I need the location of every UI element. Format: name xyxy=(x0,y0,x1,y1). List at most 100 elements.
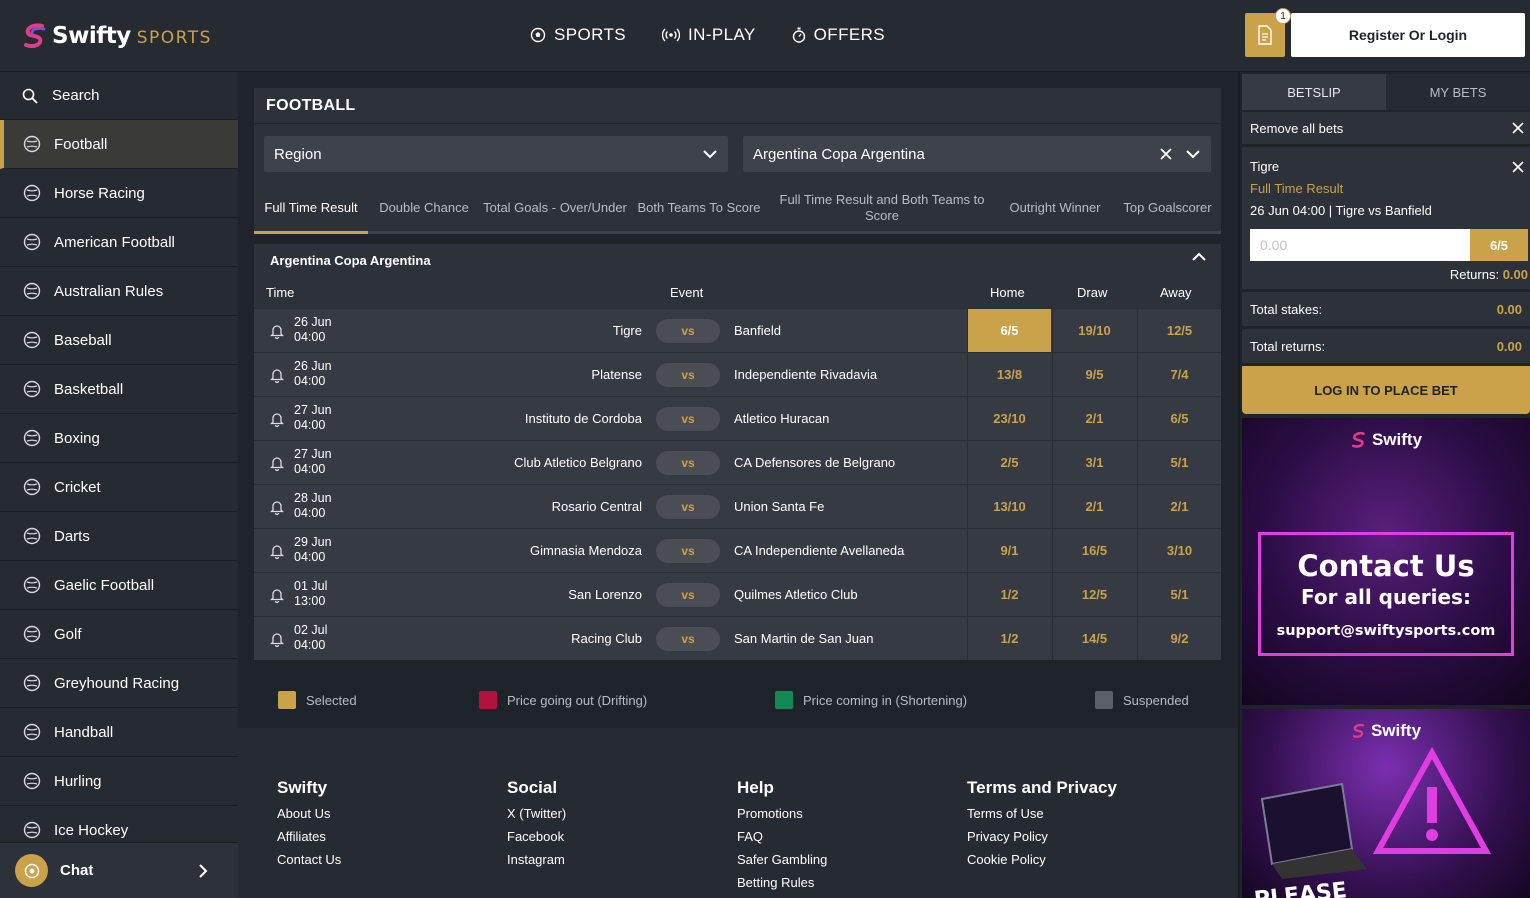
bell-icon[interactable] xyxy=(270,543,284,559)
footer-link[interactable]: Privacy Policy xyxy=(967,829,1048,844)
away-odds-button[interactable]: 6/5 xyxy=(1137,397,1221,440)
sidebar-item-greyhound-racing[interactable]: Greyhound Racing xyxy=(0,659,238,708)
sidebar-item-horse-racing[interactable]: Horse Racing xyxy=(0,169,238,218)
away-odds-button[interactable]: 5/1 xyxy=(1137,441,1221,484)
tab-double-chance[interactable]: Double Chance xyxy=(368,184,480,231)
bell-icon[interactable] xyxy=(270,455,284,471)
tab-total-goals-over-under[interactable]: Total Goals - Over/Under xyxy=(480,184,630,231)
bell-icon[interactable] xyxy=(270,367,284,383)
region-select[interactable]: Region xyxy=(264,136,728,172)
home-odds-button[interactable]: 6/5 xyxy=(967,309,1051,352)
tab-my-bets[interactable]: MY BETS xyxy=(1386,74,1530,110)
away-team[interactable]: Union Santa Fe xyxy=(734,499,825,514)
home-team[interactable]: Tigre xyxy=(612,323,642,338)
register-login-button[interactable]: Register Or Login xyxy=(1291,13,1525,57)
away-odds-button[interactable]: 5/1 xyxy=(1137,573,1221,616)
sidebar-item-hurling[interactable]: Hurling xyxy=(0,757,238,806)
home-odds-button[interactable]: 9/1 xyxy=(967,529,1051,572)
away-team[interactable]: Independiente Rivadavia xyxy=(734,367,878,382)
home-team[interactable]: Gimnasia Mendoza xyxy=(530,543,642,558)
sidebar-item-cricket[interactable]: Cricket xyxy=(0,463,238,512)
nav-offers[interactable]: OFFERS xyxy=(792,25,885,45)
tab-outright-winner[interactable]: Outright Winner xyxy=(996,184,1114,231)
footer-link[interactable]: FAQ xyxy=(737,829,764,844)
draw-odds-button[interactable]: 2/1 xyxy=(1052,485,1136,528)
sidebar-item-football[interactable]: Football xyxy=(0,120,238,169)
bell-icon[interactable] xyxy=(270,587,284,603)
bell-icon[interactable] xyxy=(270,499,284,515)
bell-icon[interactable] xyxy=(270,411,284,427)
home-odds-button[interactable]: 2/5 xyxy=(967,441,1051,484)
home-team[interactable]: San Lorenzo xyxy=(568,587,642,602)
away-team[interactable]: CA Independiente Avellaneda xyxy=(734,543,905,558)
footer-link[interactable]: Affiliates xyxy=(277,829,326,844)
competition-header[interactable]: Argentina Copa Argentina xyxy=(254,244,1221,276)
home-team[interactable]: Racing Club xyxy=(571,631,642,646)
tab-betslip[interactable]: BETSLIP xyxy=(1242,74,1386,110)
draw-odds-button[interactable]: 3/1 xyxy=(1052,441,1136,484)
sidebar-item-basketball[interactable]: Basketball xyxy=(0,365,238,414)
sidebar-item-boxing[interactable]: Boxing xyxy=(0,414,238,463)
close-icon[interactable] xyxy=(1512,161,1524,173)
away-team[interactable]: Atletico Huracan xyxy=(734,411,830,426)
sidebar-item-golf[interactable]: Golf xyxy=(0,610,238,659)
footer-link[interactable]: Promotions xyxy=(737,806,803,821)
away-team[interactable]: Banfield xyxy=(734,323,781,338)
sidebar-item-gaelic-football[interactable]: Gaelic Football xyxy=(0,561,238,610)
sidebar-item-american-football[interactable]: American Football xyxy=(0,218,238,267)
tab-top-goalscorer[interactable]: Top Goalscorer xyxy=(1114,184,1221,231)
bell-icon[interactable] xyxy=(270,631,284,647)
footer-link[interactable]: Facebook xyxy=(507,829,565,844)
home-odds-button[interactable]: 23/10 xyxy=(967,397,1051,440)
home-odds-button[interactable]: 1/2 xyxy=(967,573,1051,616)
away-team[interactable]: Quilmes Atletico Club xyxy=(734,587,858,602)
chevron-up-icon[interactable] xyxy=(1191,252,1207,262)
footer-link[interactable]: Contact Us xyxy=(277,852,342,867)
logo[interactable]: Swifty SPORTS xyxy=(22,20,212,52)
away-team[interactable]: San Martin de San Juan xyxy=(734,631,874,646)
draw-odds-button[interactable]: 9/5 xyxy=(1052,353,1136,396)
sidebar-item-australian-rules[interactable]: Australian Rules xyxy=(0,267,238,316)
away-team[interactable]: CA Defensores de Belgrano xyxy=(734,455,896,470)
footer-link[interactable]: Betting Rules xyxy=(737,875,815,890)
footer-link[interactable]: X (Twitter) xyxy=(507,806,567,821)
draw-odds-button[interactable]: 19/10 xyxy=(1052,309,1136,352)
remove-all-bets[interactable]: Remove all bets xyxy=(1242,112,1530,144)
home-team[interactable]: Platense xyxy=(591,367,642,382)
away-odds-button[interactable]: 9/2 xyxy=(1137,617,1221,660)
close-icon[interactable] xyxy=(1512,122,1524,134)
stake-input[interactable] xyxy=(1250,229,1470,261)
home-team[interactable]: Club Atletico Belgrano xyxy=(514,455,642,470)
home-team[interactable]: Rosario Central xyxy=(551,499,642,514)
footer-link[interactable]: About Us xyxy=(277,806,331,821)
promo-banner-gamble[interactable]: Swifty PLEASE xyxy=(1242,709,1530,898)
sidebar-item-darts[interactable]: Darts xyxy=(0,512,238,561)
competition-select[interactable]: Argentina Copa Argentina xyxy=(743,136,1211,172)
away-odds-button[interactable]: 7/4 xyxy=(1137,353,1221,396)
away-odds-button[interactable]: 2/1 xyxy=(1137,485,1221,528)
footer-link[interactable]: Safer Gambling xyxy=(737,852,828,867)
footer-link[interactable]: Instagram xyxy=(507,852,565,867)
home-team[interactable]: Instituto de Cordoba xyxy=(524,411,642,426)
tab-full-time-result[interactable]: Full Time Result xyxy=(254,184,368,234)
tab-both-teams-to-score[interactable]: Both Teams To Score xyxy=(630,184,768,231)
promo-banner-contact[interactable]: Swifty Contact Us For all queries: suppo… xyxy=(1242,418,1530,705)
betslip-button[interactable]: 1 xyxy=(1245,8,1291,57)
footer-link[interactable]: Terms of Use xyxy=(967,806,1044,821)
home-odds-button[interactable]: 13/10 xyxy=(967,485,1051,528)
draw-odds-button[interactable]: 14/5 xyxy=(1052,617,1136,660)
away-odds-button[interactable]: 12/5 xyxy=(1137,309,1221,352)
footer-link[interactable]: Cookie Policy xyxy=(967,852,1046,867)
away-odds-button[interactable]: 3/10 xyxy=(1137,529,1221,572)
home-odds-button[interactable]: 13/8 xyxy=(967,353,1051,396)
sidebar-item-baseball[interactable]: Baseball xyxy=(0,316,238,365)
draw-odds-button[interactable]: 2/1 xyxy=(1052,397,1136,440)
sidebar-search[interactable]: Search xyxy=(0,72,238,120)
nav-in-play[interactable]: IN-PLAY xyxy=(662,25,756,45)
draw-odds-button[interactable]: 16/5 xyxy=(1052,529,1136,572)
chat-button[interactable]: Chat xyxy=(0,842,238,898)
home-odds-button[interactable]: 1/2 xyxy=(967,617,1051,660)
nav-sports[interactable]: SPORTS xyxy=(530,25,626,45)
clear-icon[interactable] xyxy=(1159,147,1173,161)
login-to-place-bet-button[interactable]: LOG IN TO PLACE BET xyxy=(1242,366,1530,414)
